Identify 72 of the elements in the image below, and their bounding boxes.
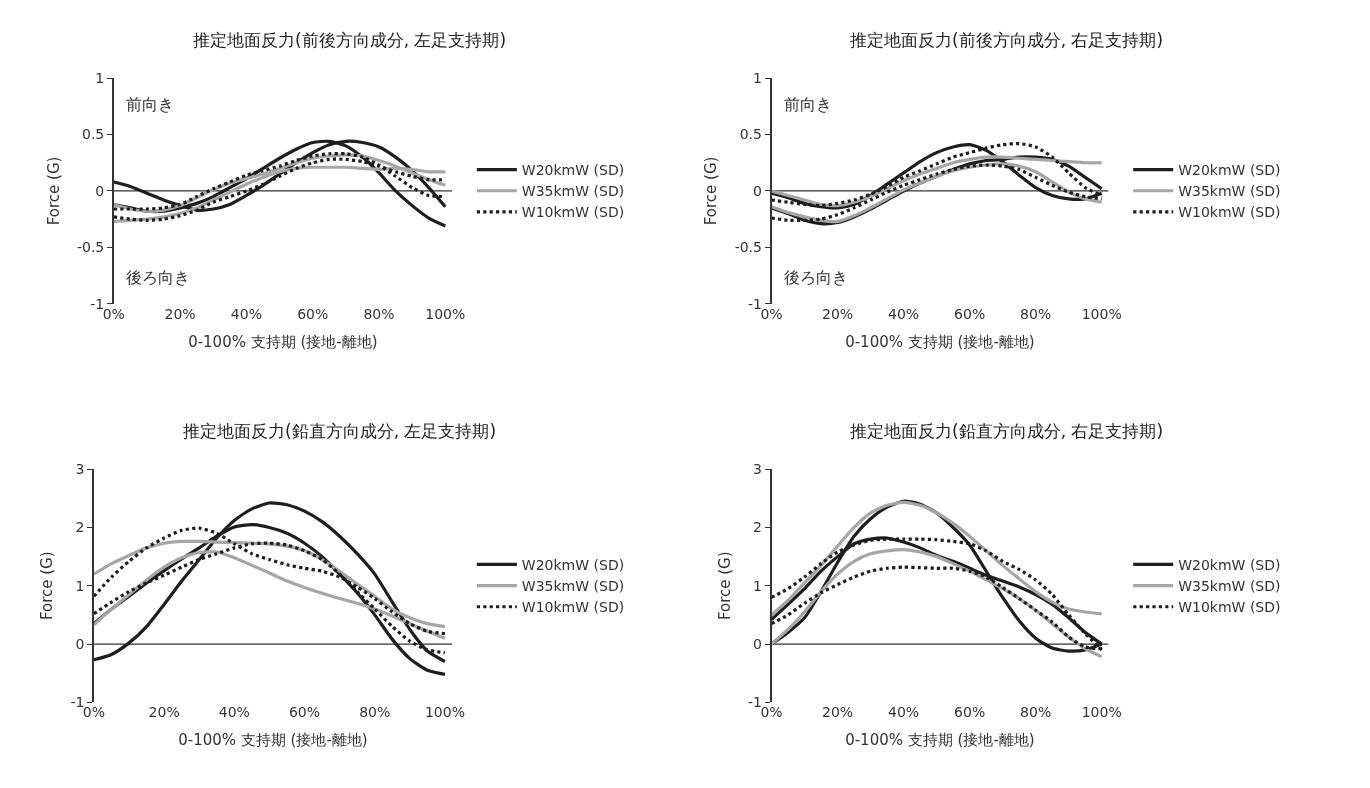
annotation: 前向き	[784, 95, 832, 114]
y-tick-label: 2	[753, 519, 762, 536]
y-tick-label: 3	[75, 461, 85, 478]
y-tick-label: -1	[90, 295, 105, 312]
x-tick-label: 20%	[821, 704, 854, 721]
legend-label: W10kmW (SD)	[1178, 204, 1281, 221]
legend-label: W35kmW (SD)	[1178, 578, 1281, 595]
y-tick-label: 0	[95, 182, 105, 199]
legend-label: W10kmW (SD)	[521, 204, 625, 221]
annotation: 後ろ向き	[784, 268, 848, 287]
x-tick-label: 20%	[164, 305, 196, 322]
y-axis-title: Force (G)	[38, 551, 57, 621]
legend-label: W20kmW (SD)	[1178, 556, 1281, 573]
x-tick-label: 40%	[888, 704, 920, 721]
y-tick-label: -0.5	[734, 239, 762, 256]
x-tick-label: 80%	[1020, 704, 1052, 721]
y-tick-label: 1	[75, 577, 85, 594]
legend-label: W20kmW (SD)	[521, 556, 625, 573]
x-tick-label: 0%	[760, 704, 783, 721]
x-tick-label: 60%	[288, 704, 321, 721]
y-axis-title: Force (G)	[715, 551, 734, 621]
x-axis-title: 0-100% 支持期 (接地-離地)	[178, 731, 368, 750]
chart-title: 推定地面反力(鉛直方向成分, 左足支持期)	[183, 421, 497, 441]
annotation: 前向き	[126, 95, 174, 114]
legend-label: W20kmW (SD)	[521, 162, 625, 179]
x-tick-label: 60%	[954, 305, 986, 322]
x-tick-label: 60%	[954, 704, 986, 721]
x-tick-label: 0%	[82, 704, 106, 721]
x-tick-label: 80%	[359, 704, 391, 721]
y-tick-label: -0.5	[76, 239, 105, 256]
x-tick-label: 20%	[821, 305, 854, 322]
x-tick-label: 60%	[297, 305, 329, 322]
legend-label: W20kmW (SD)	[1178, 162, 1281, 179]
legend-label: W10kmW (SD)	[521, 599, 625, 616]
y-tick-label: -1	[748, 295, 762, 312]
y-tick-label: 0	[753, 182, 762, 199]
y-tick-label: 2	[75, 519, 85, 536]
x-tick-label: 100%	[1081, 704, 1122, 721]
x-tick-label: 0%	[760, 305, 783, 322]
y-tick-label: 1	[753, 577, 762, 594]
y-axis-title: Force (G)	[44, 156, 63, 226]
y-tick-label: 0	[753, 635, 762, 652]
y-tick-label: -1	[748, 694, 762, 711]
legend-label: W10kmW (SD)	[1178, 599, 1281, 616]
y-tick-label: 0	[75, 635, 85, 652]
x-tick-label: 0%	[102, 305, 125, 322]
chart-title: 推定地面反力(前後方向成分, 右足支持期)	[850, 30, 1164, 50]
legend-label: W35kmW (SD)	[521, 183, 625, 200]
chart-title: 推定地面反力(鉛直方向成分, 右足支持期)	[850, 421, 1164, 441]
x-axis-title: 0-100% 支持期 (接地-離地)	[845, 332, 1035, 351]
x-tick-label: 80%	[363, 305, 395, 322]
x-tick-label: 100%	[1081, 305, 1122, 322]
y-tick-label: -1	[70, 694, 85, 711]
x-tick-label: 80%	[1020, 305, 1052, 322]
x-tick-label: 100%	[424, 704, 465, 721]
y-tick-label: 0.5	[82, 126, 105, 143]
y-tick-label: 1	[95, 70, 105, 87]
x-tick-label: 40%	[218, 704, 250, 721]
chart-title: 推定地面反力(前後方向成分, 左足支持期)	[193, 30, 507, 50]
x-axis-title: 0-100% 支持期 (接地-離地)	[845, 731, 1035, 750]
y-tick-label: 1	[753, 70, 762, 87]
y-axis-title: Force (G)	[702, 156, 721, 226]
x-tick-label: 100%	[425, 305, 466, 322]
annotation: 後ろ向き	[126, 268, 190, 287]
legend-label: W35kmW (SD)	[521, 578, 625, 595]
x-axis-title: 0-100% 支持期 (接地-離地)	[188, 332, 378, 351]
y-tick-label: 3	[753, 461, 762, 478]
x-tick-label: 40%	[888, 305, 920, 322]
y-tick-label: 0.5	[739, 126, 762, 143]
x-tick-label: 20%	[148, 704, 180, 721]
legend-label: W35kmW (SD)	[1178, 183, 1281, 200]
x-tick-label: 40%	[230, 305, 262, 322]
